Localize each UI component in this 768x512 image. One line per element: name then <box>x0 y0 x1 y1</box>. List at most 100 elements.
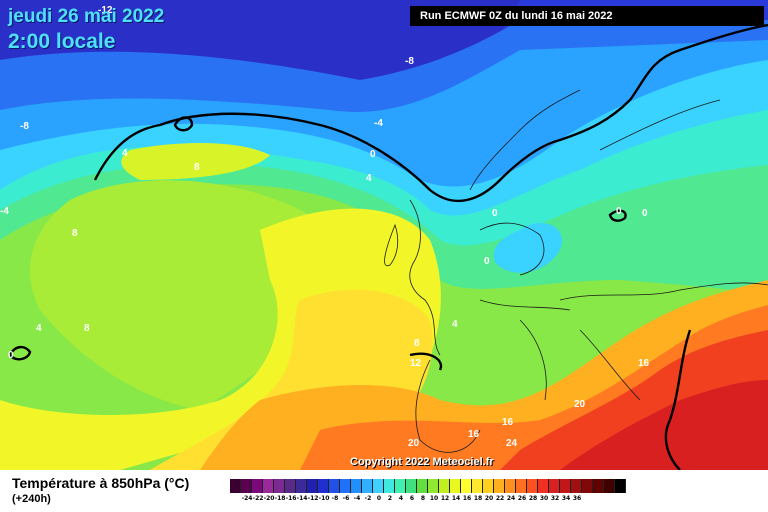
iso-label: 0 <box>616 206 622 217</box>
scale-tick-label: -6 <box>342 495 350 502</box>
copyright-notice: Copyright 2022 Meteociel.fr <box>350 456 494 468</box>
coast-baltic <box>479 222 545 276</box>
coast-italy <box>519 319 547 401</box>
band-10-north <box>121 143 270 180</box>
scale-swatch <box>461 479 472 493</box>
scale-tick-label: 6 <box>409 495 415 502</box>
coast-balkans <box>579 329 641 401</box>
scale-swatch <box>285 479 296 493</box>
iso-label: -12 <box>98 5 113 16</box>
scale-tick-label: -24 <box>241 495 253 502</box>
coastlines <box>384 89 768 453</box>
iso-label: -4 <box>0 206 9 217</box>
scale-swatch <box>582 479 593 493</box>
scale-tick-label: -10 <box>318 495 330 502</box>
island-north <box>173 116 194 132</box>
border-russia <box>599 99 721 151</box>
coast-scandinavia <box>469 89 581 191</box>
scale-swatch <box>274 479 285 493</box>
iso-label: 0 <box>642 208 648 219</box>
iso-label: 16 <box>638 358 650 369</box>
coast-france-britain <box>409 199 441 356</box>
lead-time: (+240h) <box>12 493 51 505</box>
scale-tick-label: -12 <box>307 495 319 502</box>
coast-ireland <box>384 223 399 267</box>
scale-tick-label: -8 <box>331 495 339 502</box>
iso-label: 16 <box>502 417 514 428</box>
border-east <box>559 282 768 301</box>
isotherm-labels: -12 -8 -8 -4 -4 0 4 4 8 8 4 8 0 0 0 0 0 … <box>0 5 650 449</box>
band-30 <box>560 380 768 470</box>
iso-label: 4 <box>122 148 128 159</box>
scale-tick-label: -22 <box>252 495 264 502</box>
coast-east-med <box>664 329 692 470</box>
scale-swatch <box>505 479 516 493</box>
scale-tick-label: 36 <box>572 495 582 502</box>
forecast-date: jeudi 26 mai 2022 <box>8 6 165 27</box>
iso-label: -8 <box>20 121 29 132</box>
lake-east <box>608 209 627 222</box>
scale-swatch <box>252 479 263 493</box>
scale-swatch <box>307 479 318 493</box>
scale-swatch <box>483 479 494 493</box>
iso-label: 0 <box>370 149 376 160</box>
major-coastlines <box>8 23 768 470</box>
iso-label: 24 <box>506 438 518 449</box>
iso-label: -4 <box>374 118 383 129</box>
scale-swatch <box>538 479 549 493</box>
iso-label: 20 <box>574 399 586 410</box>
iso-label: -8 <box>405 56 414 67</box>
scale-swatch <box>296 479 307 493</box>
temperature-map: -12 -8 -8 -4 -4 0 4 4 8 8 4 8 0 0 0 0 0 … <box>0 0 768 470</box>
baltic-cold-pocket <box>493 222 562 273</box>
scale-swatch <box>329 479 340 493</box>
iso-label: 8 <box>84 323 90 334</box>
iso-label: 0 <box>492 208 498 219</box>
scale-tick-label: 24 <box>506 495 516 502</box>
scale-swatch <box>450 479 461 493</box>
scale-swatch <box>549 479 560 493</box>
scale-tick-label: 22 <box>495 495 505 502</box>
map-canvas: -12 -8 -8 -4 -4 0 4 4 8 8 4 8 0 0 0 0 0 … <box>0 0 768 470</box>
scale-tick-label: -16 <box>285 495 297 502</box>
scale-swatch <box>428 479 439 493</box>
scale-swatch <box>230 479 241 493</box>
island-west <box>8 345 32 361</box>
scale-tick-label: 8 <box>420 495 426 502</box>
scale-swatch <box>516 479 527 493</box>
model-run-banner: Run ECMWF 0Z du lundi 16 mai 2022 <box>410 6 764 26</box>
legend-footer: Température à 850hPa (°C) (+240h) -24 -22… <box>0 470 768 512</box>
iso-label: 12 <box>410 358 422 369</box>
scale-swatch <box>384 479 395 493</box>
scale-swatch <box>615 479 626 493</box>
scale-tick-label: 12 <box>440 495 450 502</box>
iso-label: 0 <box>484 256 490 267</box>
border-central <box>479 299 571 311</box>
scale-tick-label: 2 <box>387 495 393 502</box>
scale-swatch <box>241 479 252 493</box>
scale-tick-label: -18 <box>274 495 286 502</box>
scale-swatch <box>318 479 329 493</box>
scale-tick-label: -14 <box>296 495 308 502</box>
scale-swatch <box>373 479 384 493</box>
forecast-hour: 2:00 locale <box>8 30 116 53</box>
variable-title: Température à 850hPa (°C) <box>12 475 190 491</box>
scale-swatch <box>593 479 604 493</box>
iso-label: 0 <box>8 350 14 361</box>
scale-tick-label: 16 <box>462 495 472 502</box>
scale-tick-label: 10 <box>429 495 439 502</box>
scale-swatch <box>472 479 483 493</box>
iso-label: 4 <box>366 173 372 184</box>
scale-tick-label: -2 <box>364 495 372 502</box>
iso-label: 4 <box>36 323 42 334</box>
scale-tick-label: 4 <box>398 495 404 502</box>
scale-swatch <box>351 479 362 493</box>
iso-label: 8 <box>194 162 200 173</box>
scale-tick-label: 18 <box>473 495 483 502</box>
iso-label: 20 <box>408 438 420 449</box>
scale-swatch <box>527 479 538 493</box>
scale-tick-label: 32 <box>550 495 560 502</box>
scale-swatch <box>560 479 571 493</box>
iso-label: 8 <box>72 228 78 239</box>
coast-gibraltar <box>409 352 443 371</box>
